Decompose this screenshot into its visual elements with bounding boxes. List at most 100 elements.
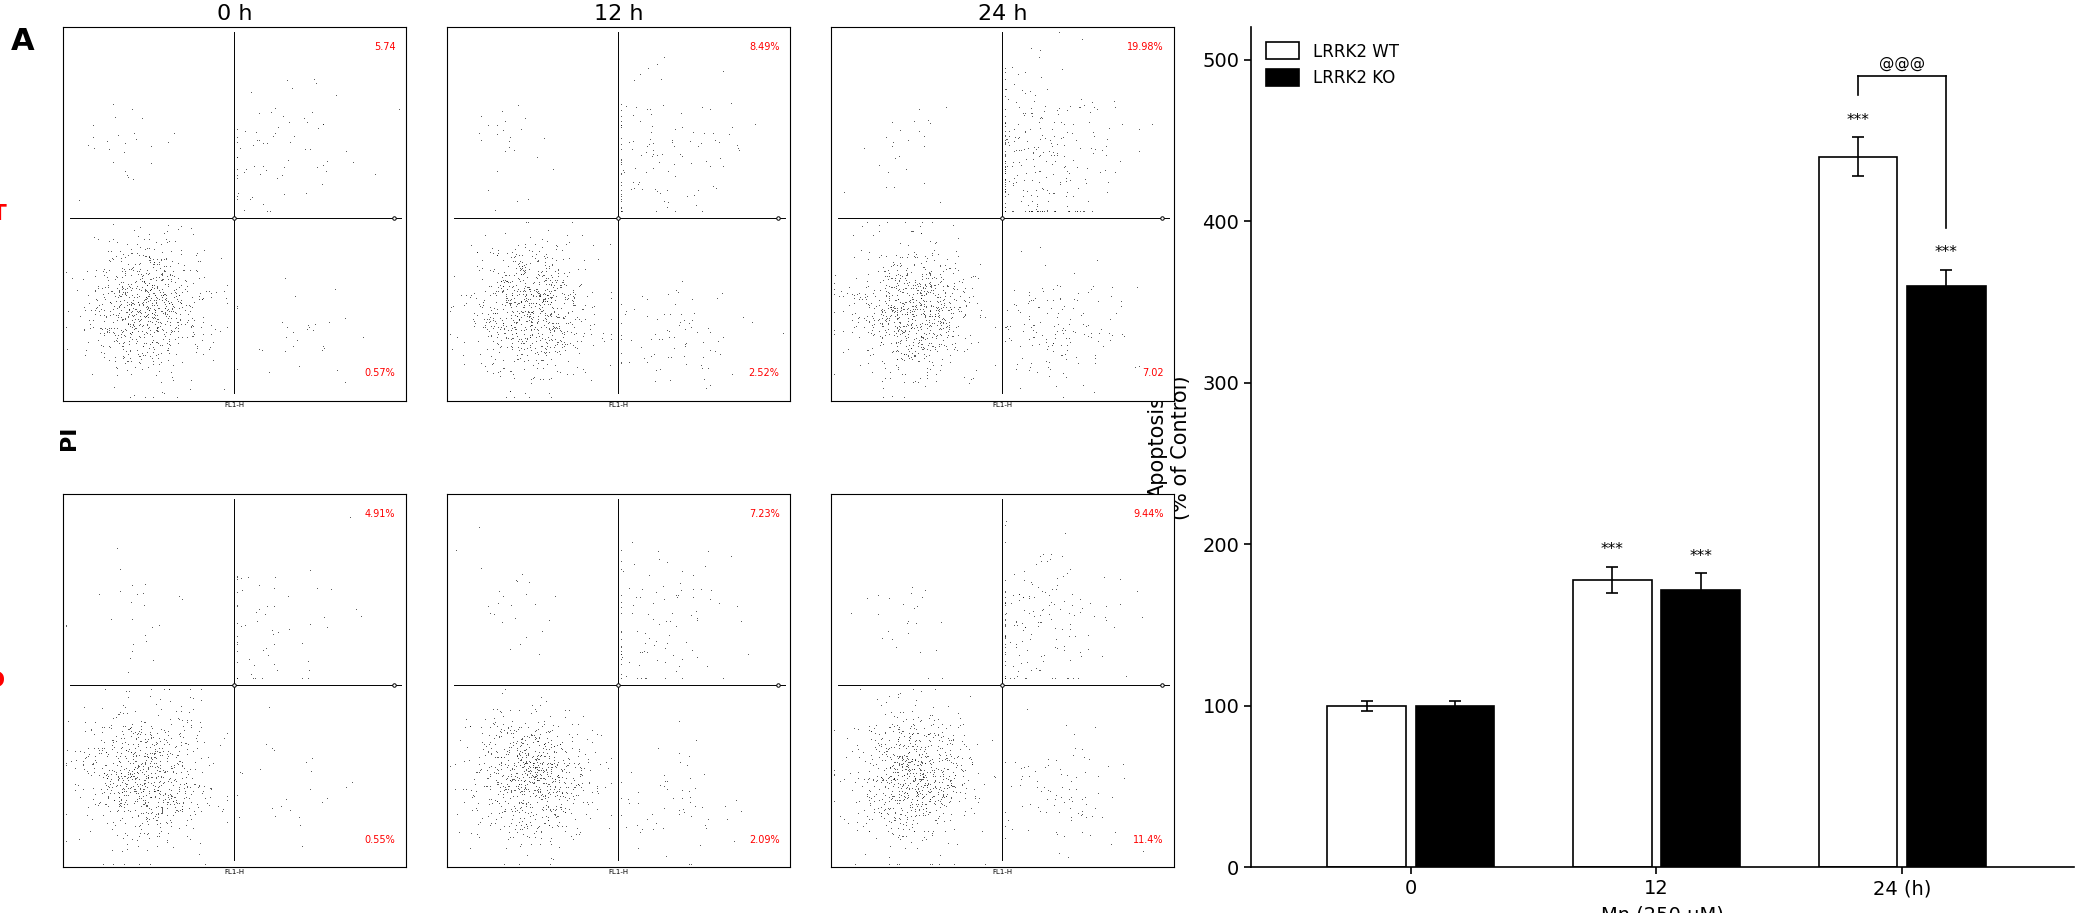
Point (934, 718, 968, 732)
Point (92, 803, 126, 818)
Point (882, 729, 916, 744)
Point (220, 598, 253, 613)
Point (258, 742, 291, 757)
Point (220, 150, 253, 164)
Point (897, 281, 930, 296)
Point (863, 218, 897, 233)
Point (903, 768, 936, 782)
Point (469, 739, 503, 753)
Point (329, 780, 362, 794)
Point (138, 782, 172, 797)
Point (159, 795, 193, 810)
Point (1073, 827, 1106, 842)
Point (302, 121, 335, 135)
Point (471, 745, 505, 760)
Point (517, 322, 551, 337)
Point (103, 785, 136, 800)
Point (520, 779, 553, 793)
Point (94, 773, 128, 788)
Point (507, 764, 541, 779)
Point (134, 770, 168, 784)
Point (130, 771, 163, 785)
Point (140, 298, 174, 312)
Point (253, 204, 287, 218)
Point (700, 181, 733, 195)
Point (92, 234, 126, 248)
Point (517, 597, 551, 612)
Point (675, 155, 708, 170)
Point (149, 263, 182, 278)
Point (836, 227, 869, 242)
Point (505, 731, 538, 746)
Point (67, 299, 101, 314)
Point (522, 326, 555, 341)
Point (857, 227, 890, 242)
Point (989, 645, 1022, 659)
Point (490, 743, 524, 758)
Point (88, 740, 122, 755)
Point (1052, 204, 1085, 218)
Point (1039, 324, 1073, 339)
Point (457, 789, 490, 803)
Point (103, 798, 136, 813)
Point (916, 278, 949, 293)
Point (107, 783, 140, 798)
Point (1039, 792, 1073, 806)
Point (830, 750, 863, 764)
Point (547, 762, 580, 777)
Point (545, 770, 578, 784)
Point (911, 670, 945, 685)
Point (117, 319, 151, 333)
Point (865, 319, 899, 333)
Point (936, 783, 970, 798)
Point (134, 253, 168, 268)
Point (909, 801, 943, 815)
Point (924, 763, 957, 778)
Point (476, 716, 509, 730)
Text: 4.91%: 4.91% (365, 509, 396, 519)
Point (892, 726, 926, 740)
Point (622, 174, 656, 189)
Point (103, 771, 136, 786)
Point (107, 831, 140, 845)
Point (872, 790, 905, 804)
Point (603, 666, 637, 681)
Point (124, 267, 157, 281)
Point (503, 259, 536, 274)
Point (507, 299, 541, 314)
Point (98, 334, 132, 349)
Point (825, 324, 859, 339)
Point (1062, 142, 1096, 156)
Point (897, 348, 930, 362)
Point (517, 760, 551, 774)
Point (878, 293, 911, 308)
Point (572, 754, 605, 769)
Point (140, 763, 174, 778)
Point (857, 301, 890, 316)
Point (130, 634, 163, 648)
Point (482, 776, 515, 791)
Point (88, 775, 122, 790)
Point (897, 245, 930, 259)
Point (886, 763, 920, 778)
Point (321, 363, 354, 378)
Point (612, 792, 645, 806)
Point (170, 770, 203, 784)
Point (482, 279, 515, 294)
Point (151, 277, 184, 291)
Point (505, 744, 538, 759)
Point (499, 768, 532, 782)
Point (166, 771, 199, 785)
Point (528, 308, 561, 322)
Point (509, 795, 543, 810)
Point (555, 771, 589, 786)
Point (520, 749, 553, 763)
Point (541, 809, 574, 824)
X-axis label: FL1-H: FL1-H (993, 402, 1012, 408)
Point (855, 365, 888, 380)
Point (82, 232, 115, 247)
Point (863, 316, 897, 331)
Point (1052, 165, 1085, 180)
Point (928, 790, 962, 804)
Point (140, 322, 174, 337)
